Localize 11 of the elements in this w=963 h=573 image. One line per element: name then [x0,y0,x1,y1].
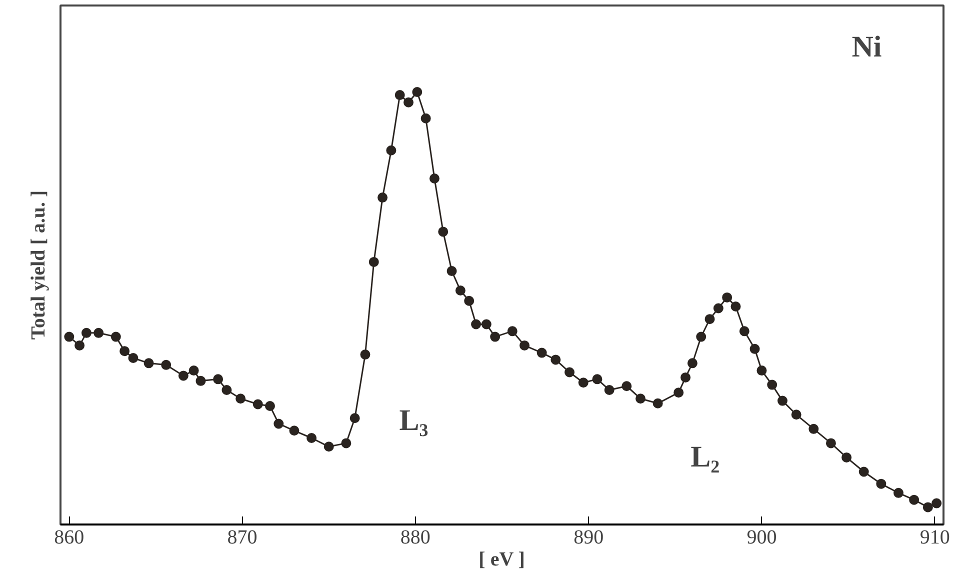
x-tick-label: 910 [920,526,950,548]
y-axis-title: Total yield [ a.u. ] [28,190,50,340]
text: Ni [852,30,882,64]
x-axis-title: [ eV ] [478,548,525,570]
x-tick-label: 870 [227,526,258,548]
x-tick-label: 860 [54,526,84,548]
x-tick-label: 890 [574,526,604,548]
annotation: L₂ [690,440,720,474]
x-tick-label: 900 [746,526,777,548]
annotation: L₃ [399,404,428,438]
x-tick-label: 880 [400,526,430,548]
